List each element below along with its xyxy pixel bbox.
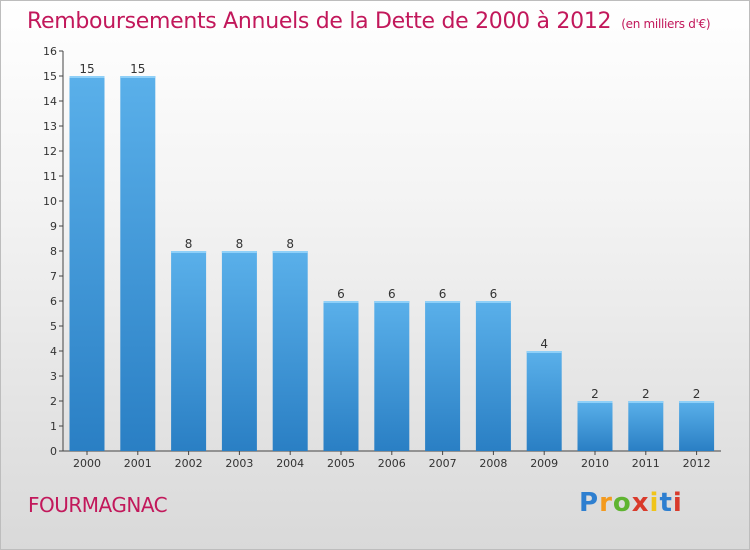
bar [679,401,715,451]
x-tick-label: 2004 [276,457,304,470]
bar-highlight [323,301,359,303]
x-tick-label: 2010 [581,457,609,470]
bar-highlight [120,76,156,78]
bar [323,301,359,451]
y-tick-label: 6 [50,295,57,308]
y-tick-label: 9 [50,220,57,233]
chart-unit: (en milliers d'€) [621,17,711,31]
x-tick-label: 2002 [175,457,203,470]
y-tick-label: 2 [50,395,57,408]
x-tick-label: 2007 [429,457,457,470]
x-tick-label: 2011 [632,457,660,470]
bar-value-label: 2 [642,387,650,401]
bar-value-label: 8 [185,237,193,251]
bar [272,251,308,451]
x-tick-label: 2003 [225,457,253,470]
y-tick-label: 8 [50,245,57,258]
bar [425,301,461,451]
bar-value-label: 6 [439,287,447,301]
bar [374,301,410,451]
logo-letter: P [579,488,600,518]
y-tick-label: 5 [50,320,57,333]
bar-highlight [221,251,257,253]
proxiti-logo: Proxiti [579,488,683,518]
bar-highlight [171,251,207,253]
bar-value-label: 15 [130,62,145,76]
y-tick-label: 15 [43,70,57,83]
chart-title: Remboursements Annuels de la Dette de 20… [27,9,711,34]
bar-highlight [69,76,105,78]
x-tick-label: 2005 [327,457,355,470]
logo-letter: i [649,488,660,518]
bar-highlight [628,401,664,403]
x-tick-label: 2012 [683,457,711,470]
bar [628,401,664,451]
y-tick-label: 1 [50,420,57,433]
bar-highlight [679,401,715,403]
x-tick-label: 2006 [378,457,406,470]
y-tick-label: 11 [43,170,57,183]
x-tick-label: 2009 [530,457,558,470]
labels: 15 2000 15 2001 8 2002 8 2003 8 2004 6 2005 6 2006 6 20… [73,62,711,470]
bar-value-label: 6 [490,287,498,301]
bar-highlight [475,301,511,303]
chart-title-text: Remboursements Annuels de la Dette de 20… [27,9,612,34]
bar-highlight [526,351,562,353]
bar-value-label: 6 [388,287,396,301]
bar-highlight [425,301,461,303]
bar [171,251,207,451]
x-tick-label: 2008 [479,457,507,470]
bar [475,301,511,451]
logo-letter: o [612,488,632,518]
bar-value-label: 6 [337,287,345,301]
y-tick-label: 3 [50,370,57,383]
logo-letter: x [631,488,650,518]
y-tick-label: 16 [43,45,57,58]
bar-highlight [272,251,308,253]
bar-value-label: 2 [693,387,701,401]
bar [526,351,562,451]
commune-name: FOURMAGNAC [28,493,168,517]
x-tick-label: 2000 [73,457,101,470]
bar [221,251,257,451]
bar-highlight [374,301,410,303]
bar [69,76,105,451]
bar-value-label: 2 [591,387,599,401]
bars [69,76,715,451]
bar-value-label: 8 [236,237,244,251]
y-tick-label: 7 [50,270,57,283]
y-tick-label: 10 [43,195,57,208]
logo-letter: t [659,488,673,518]
bar-value-label: 4 [540,337,548,351]
x-tick-label: 2001 [124,457,152,470]
bar [120,76,156,451]
y-tick-label: 4 [50,345,57,358]
y-tick-label: 13 [43,120,57,133]
logo-letter: r [599,488,613,518]
y-tick-label: 14 [43,95,57,108]
logo-letter: i [672,488,683,518]
y-tick-label: 12 [43,145,57,158]
y-tick-label: 0 [50,445,57,458]
bar-value-label: 8 [286,237,294,251]
bar-value-label: 15 [79,62,94,76]
bar-highlight [577,401,613,403]
bar [577,401,613,451]
